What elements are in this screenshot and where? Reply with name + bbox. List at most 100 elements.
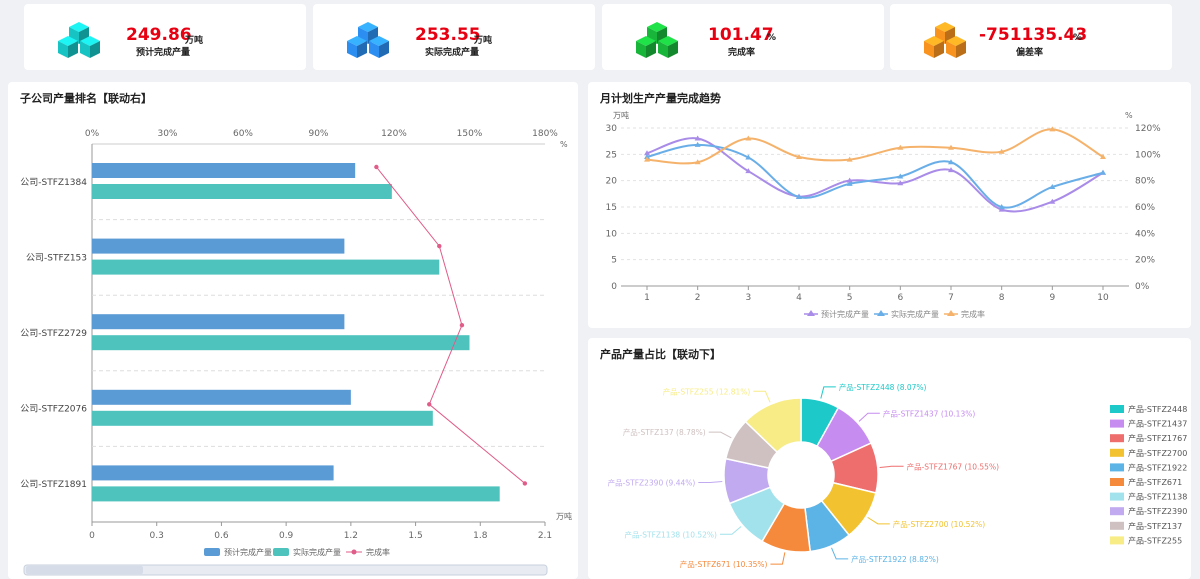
y-tick-label: 0: [611, 282, 617, 292]
y2-tick-label: 0%: [1135, 282, 1150, 292]
series-point: [846, 180, 853, 186]
trend-panel: 月计划生产产量完成趋势 万吨% 0 5 10 15 20 25 30 0% 20% 40% 60% 80…: [588, 82, 1191, 328]
rate-line: [375, 166, 526, 484]
bottom-axis-unit: 万吨: [556, 511, 572, 521]
rate-point: [522, 481, 528, 486]
kpi-card-planned: 249.86 万吨 预计完成产量: [24, 4, 306, 70]
y-tick-label: 10: [606, 229, 618, 239]
cube-right: [934, 41, 944, 58]
series-point: [1100, 169, 1106, 175]
cube-left: [58, 41, 68, 58]
y2-tick-label: 40%: [1135, 229, 1155, 239]
bar-planned: [92, 163, 356, 178]
pie-slice: [744, 397, 802, 454]
series-point: [948, 159, 954, 165]
series-point: [694, 159, 701, 165]
bar-actual: [92, 335, 470, 351]
legend-swatch: [1110, 478, 1124, 486]
series-point: [998, 206, 1005, 212]
x-tick-label: 5: [847, 293, 853, 303]
kpi-value: 253.55: [415, 25, 481, 45]
cube-left: [658, 41, 668, 58]
cube-left: [636, 41, 646, 58]
series-point: [948, 144, 954, 150]
legend-swatch-point: [351, 549, 357, 555]
legend-swatch: [1110, 448, 1124, 457]
top-tick-label: 90%: [308, 129, 328, 139]
pie-label: 产品-STFZ671 (10.35%): [680, 559, 768, 569]
cube-right: [68, 41, 78, 58]
series-point: [644, 153, 650, 159]
y-axis-unit: 万吨: [613, 110, 629, 120]
panel-title: 子公司产量排名【联动右】: [20, 92, 152, 105]
series-point: [745, 154, 752, 160]
x-tick-label: 10: [1097, 293, 1109, 303]
product-pie-chart: 产品-STFZ2448 (8.07%) 产品-STFZ1437 (10.13%) 产…: [608, 382, 1188, 569]
y-tick-label: 25: [606, 150, 617, 160]
y-tick-label: 30: [606, 124, 618, 134]
x-tick-label: 6: [897, 293, 903, 303]
legend-swatch: [1110, 521, 1124, 530]
pie-label-line: [820, 386, 836, 399]
cube-left: [924, 41, 934, 58]
legend-label: 产品-STFZ137: [1128, 521, 1182, 531]
top-tick-label: 180%: [532, 129, 558, 139]
x-tick-label: 2: [695, 293, 701, 303]
series-point: [796, 153, 802, 159]
series-point: [644, 150, 650, 156]
bar-planned: [92, 389, 351, 405]
cubes-icon: [347, 22, 389, 58]
legend-label: 实际完成产量: [293, 547, 341, 557]
series-point: [897, 144, 904, 150]
bottom-tick-label: 0.3: [150, 531, 164, 541]
cube-right: [956, 41, 966, 58]
pie-label: 产品-STFZ2448 (8.07%): [839, 382, 927, 392]
series-point: [897, 180, 904, 186]
y2-axis-unit: %: [1125, 111, 1133, 120]
data-zoom-window: [26, 566, 143, 574]
x-tick-label: 9: [1049, 293, 1055, 303]
series-point: [897, 173, 904, 179]
legend-swatch: [1110, 419, 1124, 428]
bottom-tick-label: 1.5: [408, 531, 422, 541]
bottom-tick-label: 0.6: [214, 531, 229, 541]
cube-right: [379, 41, 389, 58]
pie-label-line: [770, 552, 786, 565]
legend-swatch: [1110, 463, 1124, 472]
trend-line-chart: 万吨 % 0 5 10 15 20 25 30 0% 20% 40% 60% 80% 100% 120% 1 2 3…: [606, 110, 1162, 319]
top-tick-label: 60%: [233, 129, 253, 139]
cube-right: [668, 41, 678, 58]
pie-label: 产品-STFZ2390 (9.44%): [608, 477, 696, 487]
legend-swatch: [1110, 405, 1124, 413]
x-tick-label: 1: [644, 293, 650, 303]
cubes-icon: [636, 22, 678, 58]
x-tick-label: 8: [999, 293, 1005, 303]
kpi-value: 101.47: [708, 25, 774, 45]
legend-swatch: [1110, 434, 1124, 443]
cubes-icon: [924, 22, 966, 58]
kpi-label: 完成率: [728, 48, 756, 58]
series-line: [646, 128, 1104, 165]
cubes-icon: [58, 22, 100, 58]
series-point: [1049, 183, 1056, 189]
y-tick-label: 15: [606, 203, 617, 213]
bottom-tick-label: 0.9: [279, 531, 294, 541]
legend-label: 产品-STFZ2390: [1128, 506, 1187, 516]
rate-point: [459, 323, 465, 328]
panel-title: 月计划生产产量完成趋势: [600, 92, 721, 105]
pie-label: 产品-STFZ1138 (10.52%): [625, 529, 717, 539]
top-tick-label: 0%: [85, 129, 100, 139]
category-label: 公司-STFZ2729: [20, 328, 87, 339]
legend-label: 实际完成产量: [891, 309, 939, 319]
pie-label: 产品-STFZ1922 (8.82%): [851, 554, 939, 564]
series-point: [998, 204, 1005, 209]
kpi-label: 实际完成产量: [425, 48, 480, 58]
y-tick-label: 5: [611, 256, 617, 266]
series-point: [644, 156, 650, 162]
bar-actual: [92, 486, 500, 502]
top-tick-label: 150%: [457, 129, 483, 139]
top-tick-label: 120%: [381, 129, 407, 139]
kpi-card-actual: 253.55 万吨 实际完成产量: [313, 4, 595, 70]
kpi-value: 249.86: [126, 25, 192, 45]
series-point: [998, 148, 1005, 154]
